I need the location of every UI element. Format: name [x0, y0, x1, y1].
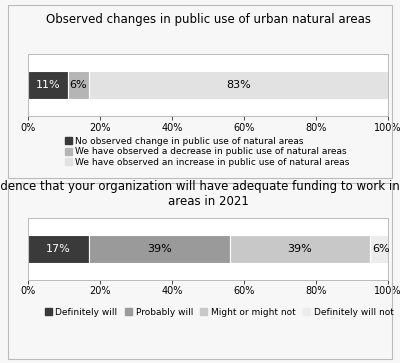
Bar — [230, 234, 370, 263]
Bar — [28, 71, 68, 99]
Text: 39%: 39% — [147, 244, 172, 254]
Text: Confidence that your organization will have adequate funding to work in natural
: Confidence that your organization will h… — [0, 180, 400, 208]
Text: 6%: 6% — [70, 80, 87, 90]
Bar — [68, 71, 89, 99]
Text: 17%: 17% — [46, 244, 71, 254]
Text: 11%: 11% — [36, 80, 60, 90]
Text: 6%: 6% — [372, 244, 390, 254]
Bar — [28, 234, 89, 263]
Bar — [89, 71, 388, 99]
Text: 39%: 39% — [288, 244, 312, 254]
Bar — [370, 234, 392, 263]
Text: Observed changes in public use of urban natural areas: Observed changes in public use of urban … — [46, 13, 370, 26]
Legend: Definitely will, Probably will, Might or might not, Definitely will not: Definitely will, Probably will, Might or… — [44, 307, 394, 317]
Bar — [89, 234, 230, 263]
Legend: No observed change in public use of natural areas, We have observed a decrease i: No observed change in public use of natu… — [64, 137, 350, 167]
Text: 83%: 83% — [226, 80, 251, 90]
